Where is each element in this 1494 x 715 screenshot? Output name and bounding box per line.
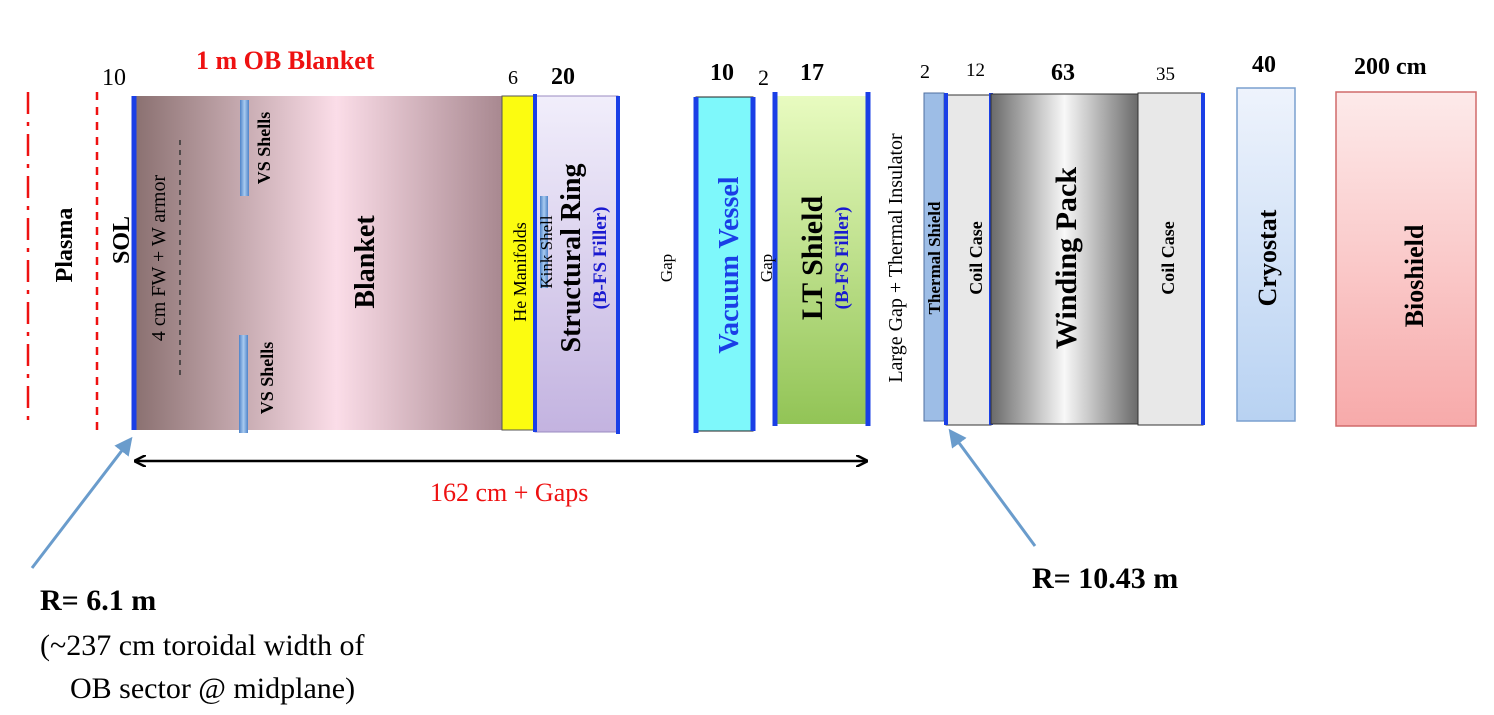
large-gap-label: Large Gap + Thermal Insulator [885,133,907,383]
title-label: 1 m OB Blanket [196,46,375,75]
blanket-block [134,96,502,430]
fw-armor-label: 4 cm FW + W armor [148,175,170,342]
vs-shells-upper-label: VS Shells [254,112,274,185]
winding-pack-thickness-label: 63 [1051,60,1075,86]
sol-thickness-label: 10 [102,65,126,91]
structural-ring-block [534,95,619,433]
lt-shield-label: LT Shield [796,196,829,321]
he-manifolds-thickness-label: 6 [508,67,518,89]
cryostat-thickness-label: 40 [1252,52,1276,78]
span-label: 162 cm + Gaps [430,478,588,507]
vacuum-vessel-label: Vacuum Vessel [714,176,745,353]
gap-label-1: Gap [657,254,676,282]
kink-shell-marker [540,196,548,288]
vs-shell-lower [239,335,248,433]
lt-shield-block [775,96,868,424]
thermal-shield-label: Thermal Shield [925,201,944,314]
cryostat-label: Cryostat [1253,209,1282,306]
toroidal-width-note-line2: OB sector @ midplane) [70,672,355,705]
vacuum-vessel-block [695,96,754,432]
toroidal-width-note-line1: (~237 cm toroidal width of [40,629,365,662]
plasma-label: Plasma [52,208,78,283]
structural-ring-filler-label: (B-FS Filler) [590,207,611,310]
sol-label: SOL [109,216,135,264]
vs-shells-lower-label: VS Shells [257,342,277,415]
coil-case-2-thickness-label: 35 [1156,64,1175,85]
coil-case-2-block [1137,92,1204,426]
he-manifolds-block [501,95,536,431]
he-manifolds-label: He Manifolds [510,222,530,321]
bioshield-label: Bioshield [1400,224,1429,327]
outer-radius-arrow [948,428,1037,547]
coil-case-1-label: Coil Case [966,221,986,295]
blanket-label: Blanket [350,215,381,309]
coil-case-2-label: Coil Case [1158,221,1178,295]
structural-ring-label: Structural Ring [556,164,587,353]
cryostat-block [1236,87,1296,422]
inner-radius-label: R= 6.1 m [40,584,156,617]
lt-shield-filler-label: (B-FS Filler) [832,207,853,310]
bioshield-thickness-label: 200 cm [1354,54,1427,80]
bioshield-block [1335,91,1477,427]
lt-shield-thickness-label: 17 [800,60,824,86]
thermal-shield-thickness-label: 2 [920,61,930,83]
kink-shell-label: Kink Shell [537,215,556,288]
coil-case-1-thickness-label: 12 [966,60,985,81]
gap-thickness-label: 2 [758,65,769,90]
vacuum-vessel-thickness-label: 10 [710,60,734,86]
outer-radius-label: R= 10.43 m [1032,562,1178,595]
vs-shell-upper [240,100,249,196]
winding-pack-label: Winding Pack [1050,167,1083,349]
inner-radius-arrow [30,436,133,569]
gap-label-2: Gap [757,254,776,282]
winding-pack-block [990,93,1139,425]
structural-ring-thickness-label: 20 [551,64,575,90]
